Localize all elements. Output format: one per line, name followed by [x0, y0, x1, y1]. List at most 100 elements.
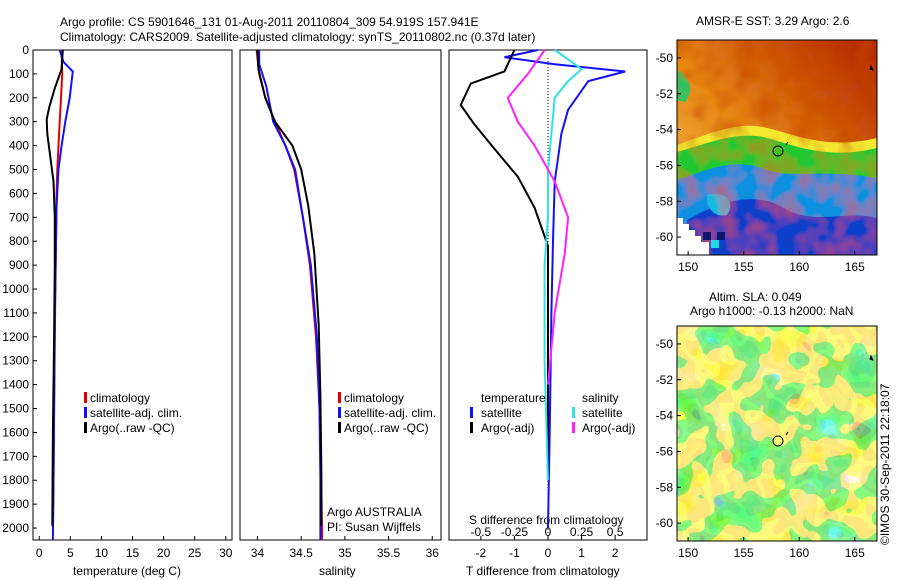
map-y-tick-label: -58 — [656, 194, 674, 208]
y-tick-label: 0 — [22, 43, 29, 57]
map-x-tick-label: 155 — [734, 546, 754, 560]
legend-swatch-argo — [338, 422, 341, 433]
sla-map-title-line-1: Altim. SLA: 0.049 — [709, 290, 802, 304]
y-tick-label: 1400 — [2, 378, 29, 392]
difference-panel: -2 -1 0 1 2 -0.5 -0.25 0 0.25 0.5 S difference f… — [448, 49, 648, 578]
series-line-satellite-adj-clim — [258, 50, 322, 540]
argo-position-marker — [772, 435, 784, 447]
sla-map: Altim. SLA: 0.049 Argo h1000: -0.13 h200… — [656, 290, 878, 560]
x-tick-label: 34 — [251, 546, 265, 560]
y-tick-label: 700 — [9, 210, 29, 224]
y-tick-label: 1200 — [2, 330, 29, 344]
x-tick-label: 1 — [578, 546, 585, 560]
x-tick-label: 20 — [157, 546, 171, 560]
x-tick-label: 36 — [426, 546, 440, 560]
sst-heatmap — [677, 40, 877, 255]
map-x-tick-label: 155 — [734, 260, 754, 274]
sla-map-frame — [676, 325, 878, 542]
series-line-argo-raw-qc — [45, 49, 64, 526]
series-line-temperature-argo-adj — [459, 49, 549, 481]
legend-label-sal-satellite: satellite — [582, 406, 623, 420]
x-tick-label: 10 — [95, 546, 109, 560]
temperature-x-axis: 0 5 10 15 20 25 30 — [36, 536, 233, 560]
map-y-tick-label: -52 — [656, 373, 674, 387]
island-outline-icon — [785, 64, 874, 146]
x-tick-label: 30 — [219, 546, 233, 560]
s-tick-label: -0.5 — [471, 525, 492, 539]
sla-map-axes: 150 155 160 165 -50 -52 -54 -56 -58 -60 — [656, 337, 865, 560]
x-tick-label: -1 — [509, 546, 520, 560]
map-y-tick-label: -56 — [656, 158, 674, 172]
x-tick-label: 35 — [338, 546, 352, 560]
annotation-pi: PI: Susan Wijffels — [327, 520, 421, 534]
x-tick-label: -2 — [476, 546, 487, 560]
temperature-legend: climatology satellite-adj. clim. Argo(..… — [84, 391, 182, 435]
y-tick-label: 600 — [9, 186, 29, 200]
header-line-2: Climatology: CARS2009. Satellite-adjuste… — [60, 30, 535, 44]
map-y-tick-label: -54 — [656, 409, 674, 423]
legend-label-satellite: satellite-adj. clim. — [90, 406, 182, 420]
s-tick-label: -0.25 — [501, 525, 529, 539]
salinity-panel: 34 34.5 35 35.5 36 salinity climatology sate… — [239, 49, 442, 578]
legend-label-argo: Argo(..raw -QC) — [90, 421, 175, 435]
map-y-tick-label: -60 — [656, 516, 674, 530]
t-difference-x-axis: -2 -1 0 1 2 — [476, 536, 619, 560]
sst-map-title: AMSR-E SST: 3.29 Argo: 2.6 — [696, 14, 850, 28]
s-difference-tick-labels: -0.5 -0.25 0 0.25 0.5 — [471, 525, 624, 539]
map-y-tick-label: -58 — [656, 480, 674, 494]
t-difference-xlabel: T difference from climatology — [466, 564, 620, 578]
salinity-plot-frame — [239, 49, 442, 541]
temperature-xlabel: temperature (deg C) — [73, 564, 181, 578]
imos-timestamp: ©IMOS 30-Sep-2011 22:18:07 — [878, 383, 892, 545]
s-tick-label: 0 — [545, 525, 552, 539]
y-tick-label: 1700 — [2, 449, 29, 463]
y-tick-label: 900 — [9, 258, 29, 272]
depth-axis: 0 100 200 300 400 500 600 700 800 900 1000 1100 1200… — [2, 43, 37, 535]
map-y-tick-label: -50 — [656, 337, 674, 351]
legend-swatch-satellite — [338, 407, 341, 418]
map-y-tick-label: -52 — [656, 87, 674, 101]
annotation-program: Argo AUSTRALIA — [327, 505, 422, 519]
temperature-series — [45, 49, 74, 541]
legend-label-climatology: climatology — [90, 391, 150, 405]
y-tick-label: 100 — [9, 67, 29, 81]
legend-swatch-sal-argo — [572, 422, 575, 433]
legend-label-argo: Argo(..raw -QC) — [344, 421, 429, 435]
x-tick-label: 5 — [67, 546, 74, 560]
salinity-xlabel: salinity — [319, 564, 356, 578]
series-line-argo-raw-qc — [256, 49, 323, 526]
x-tick-label: 34.5 — [289, 546, 313, 560]
series-line-salinity-argo-adj — [506, 49, 570, 385]
legend-label-sal-argo: Argo(-adj) — [582, 421, 635, 435]
map-x-tick-label: 150 — [678, 260, 698, 274]
map-x-tick-label: 165 — [845, 546, 865, 560]
sst-map-axes: 150 155 160 165 -50 -52 -54 -56 -58 -60 — [656, 51, 865, 274]
x-tick-label: 35.5 — [377, 546, 401, 560]
legend-swatch-satellite — [84, 407, 87, 418]
y-tick-label: 1100 — [3, 306, 29, 320]
legend-swatch-temp-argo — [470, 422, 473, 433]
argo-position-marker — [772, 145, 784, 157]
difference-legend: temperature satellite Argo(-adj) salinit… — [470, 391, 635, 435]
legend-swatch-sal-satellite — [572, 407, 575, 418]
y-tick-label: 1000 — [2, 282, 29, 296]
x-tick-label: 25 — [188, 546, 202, 560]
header-line-1: Argo profile: CS 5901646_131 01-Aug-2011… — [60, 15, 479, 29]
map-y-tick-label: -54 — [656, 123, 674, 137]
y-tick-label: 1900 — [2, 497, 29, 511]
y-tick-label: 800 — [9, 234, 29, 248]
legend-label-temp-satellite: satellite — [481, 406, 522, 420]
sst-map: AMSR-E SST: 3.29 Argo: 2.6 — [656, 14, 878, 274]
s-tick-label: 0.25 — [570, 525, 594, 539]
sla-heatmap — [677, 326, 877, 541]
legend-title-temperature: temperature — [481, 391, 546, 405]
series-line-salinity-satellite — [543, 49, 584, 481]
difference-series — [459, 49, 626, 529]
map-x-tick-label: 160 — [789, 260, 809, 274]
sst-map-frame — [676, 39, 878, 256]
temperature-plot-frame — [32, 49, 233, 541]
legend-swatch-climatology — [84, 392, 87, 403]
map-y-tick-label: -56 — [656, 444, 674, 458]
salinity-legend: climatology satellite-adj. clim. Argo(..… — [338, 391, 436, 435]
